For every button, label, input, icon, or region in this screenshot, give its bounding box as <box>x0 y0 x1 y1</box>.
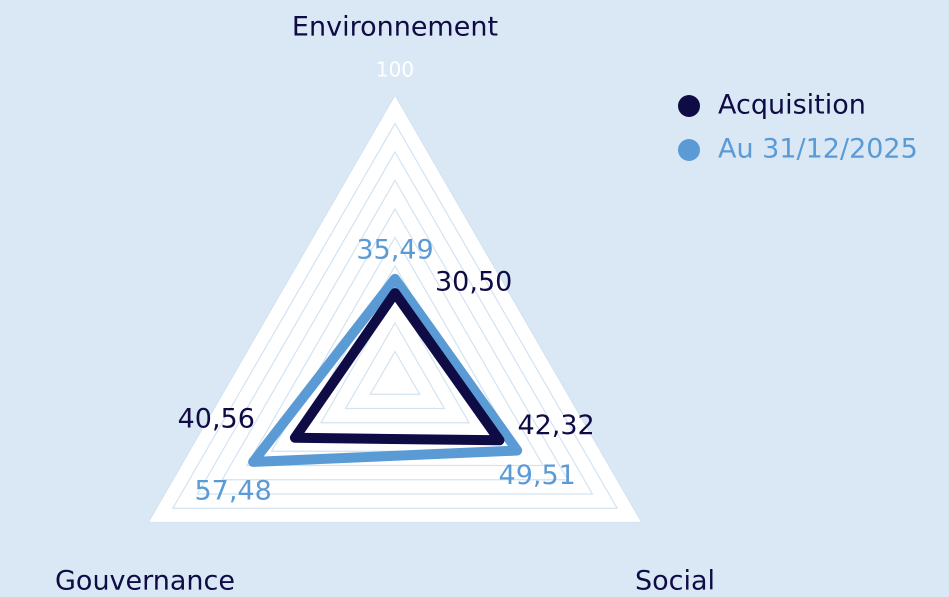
radar-background <box>148 95 642 523</box>
data-label: 35,49 <box>356 234 433 265</box>
legend-marker <box>678 95 700 117</box>
category-label: Social <box>635 566 715 597</box>
radar-line <box>248 273 523 467</box>
grid-ring <box>196 150 594 495</box>
grid-ring <box>319 293 471 424</box>
legend-label: Au 31/12/2025 <box>718 134 918 165</box>
category-label: Environnement <box>292 12 498 43</box>
grid-ring <box>171 122 619 509</box>
data-label: 40,56 <box>178 403 255 434</box>
data-label: 30,50 <box>435 267 512 298</box>
legend-label: Acquisition <box>718 90 866 121</box>
grid-ring <box>245 207 545 467</box>
data-label: 49,51 <box>499 460 576 491</box>
data-label: 57,48 <box>194 475 271 506</box>
r-tick-label: 100 <box>376 58 414 82</box>
legend-marker <box>678 139 700 161</box>
grid-ring <box>221 179 569 481</box>
radar-line <box>289 288 505 446</box>
category-label: Gouvernance <box>55 566 235 597</box>
grid-ring <box>369 350 421 395</box>
grid-ring <box>344 321 446 410</box>
grid-line <box>147 93 643 524</box>
data-label: 42,32 <box>517 410 594 441</box>
